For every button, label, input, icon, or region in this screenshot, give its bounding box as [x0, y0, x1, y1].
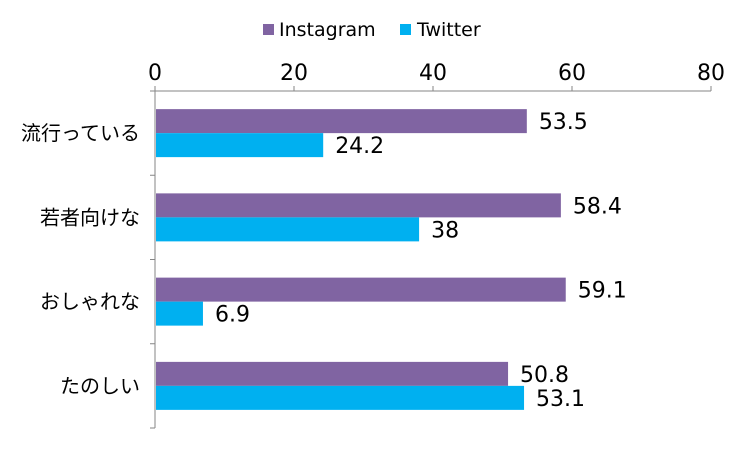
legend-swatch-instagram	[263, 24, 274, 35]
x-tick-label: 60	[558, 61, 586, 86]
category-label: 若者向けな	[40, 205, 140, 229]
data-label-twitter: 38	[431, 218, 459, 243]
data-label-twitter: 53.1	[536, 387, 585, 412]
bars	[156, 109, 566, 410]
category-label: たのしい	[60, 374, 140, 398]
x-tick-label: 40	[419, 61, 447, 86]
legend-swatch-twitter	[400, 24, 411, 35]
bar-twitter	[156, 301, 203, 326]
bar-twitter	[156, 133, 324, 158]
data-labels: 53.5 24.2 58.4 38 59.1 6.9 50.853.1	[215, 110, 627, 412]
category-label: 流行っている	[21, 121, 140, 145]
x-tick-label: 80	[697, 61, 725, 86]
bar-twitter	[156, 217, 420, 242]
data-label-twitter: 24.2	[335, 134, 384, 159]
bar-instagram	[156, 193, 561, 218]
bar-instagram	[156, 109, 527, 134]
data-label-instagram: 53.5	[539, 110, 588, 135]
legend-label-twitter: Twitter	[416, 19, 481, 41]
x-tick-label: 0	[148, 61, 162, 86]
bar-instagram	[156, 361, 509, 386]
bar-instagram	[156, 277, 566, 302]
data-label-twitter: 6.9	[215, 303, 250, 328]
category-label: おしゃれな	[40, 290, 140, 314]
x-tick-label: 20	[280, 61, 308, 86]
data-label-instagram: 50.8	[520, 363, 569, 388]
data-label-instagram: 58.4	[573, 194, 622, 219]
bar-twitter	[156, 385, 525, 410]
legend: Instagram Twitter	[263, 19, 481, 41]
legend-label-instagram: Instagram	[279, 19, 376, 41]
data-label-instagram: 59.1	[578, 279, 627, 304]
